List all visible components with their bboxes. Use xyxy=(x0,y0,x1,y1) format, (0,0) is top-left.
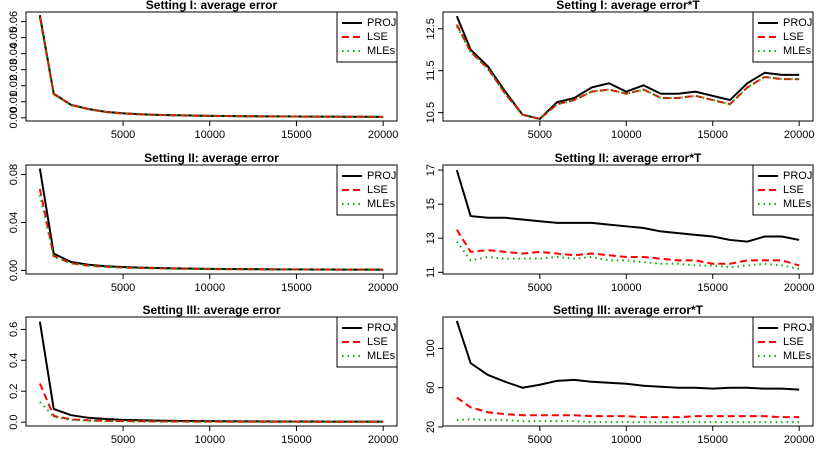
x-tick-label: 5000 xyxy=(528,282,552,294)
legend-label: LSE xyxy=(783,336,804,348)
x-tick-label: 20000 xyxy=(784,434,815,446)
x-tick-label: 20000 xyxy=(368,434,399,446)
chart-title: Setting II: average error xyxy=(144,151,279,165)
y-tick-label: 60 xyxy=(425,382,437,394)
y-tick-label: 17 xyxy=(425,164,437,176)
series-line xyxy=(455,15,800,121)
y-tick-label: 0.00 xyxy=(8,260,20,281)
y-tick-label: 0.01 xyxy=(8,91,20,112)
x-tick-label: 20000 xyxy=(784,129,815,141)
y-tick-label: 0.06 xyxy=(8,11,20,32)
x-tick-label: 10000 xyxy=(194,434,225,446)
x-tick-label: 15000 xyxy=(697,129,728,141)
chart-title: Setting III: average error*T xyxy=(553,303,704,317)
y-tick-label: 0.04 xyxy=(8,43,20,64)
series-line xyxy=(38,194,384,271)
y-tick-label: 12.5 xyxy=(425,18,437,39)
plot-box xyxy=(442,164,814,275)
series-line xyxy=(455,229,800,267)
series-line xyxy=(455,26,800,120)
y-tick-label: 11 xyxy=(425,267,437,278)
series-line xyxy=(38,383,384,423)
x-tick-label: 10000 xyxy=(611,434,642,446)
plot-box xyxy=(442,11,814,122)
series-line xyxy=(455,320,800,391)
legend-label: MLEs xyxy=(367,198,396,210)
series-line xyxy=(38,18,384,118)
y-tick-label: 0.0 xyxy=(8,414,20,429)
legend-label: PROJ xyxy=(367,17,396,29)
plot-box xyxy=(25,164,398,275)
series-line xyxy=(456,418,800,424)
y-tick-label: 0.05 xyxy=(8,27,20,48)
x-tick-label: 10000 xyxy=(611,129,642,141)
legend-label: MLEs xyxy=(367,45,396,57)
legend-label: LSE xyxy=(367,184,388,196)
legend-label: MLEs xyxy=(367,350,396,362)
series-line xyxy=(38,168,384,271)
y-tick-label: 0.6 xyxy=(8,322,20,337)
y-tick-label: 20 xyxy=(425,421,437,433)
legend-label: MLEs xyxy=(783,45,812,57)
series-line xyxy=(456,241,800,270)
chart-title: Setting I: average error xyxy=(146,0,278,12)
plot-box xyxy=(442,316,814,427)
x-tick-label: 15000 xyxy=(281,282,312,294)
x-tick-label: 5000 xyxy=(528,129,552,141)
series-line xyxy=(38,15,384,118)
y-tick-label: 15 xyxy=(425,198,437,210)
y-tick-label: 100 xyxy=(425,339,437,357)
y-tick-label: 11.5 xyxy=(425,60,437,81)
x-tick-label: 5000 xyxy=(111,434,135,446)
series-line xyxy=(456,396,800,419)
y-tick-label: 0.2 xyxy=(8,384,20,399)
x-tick-label: 20000 xyxy=(784,282,815,294)
x-tick-label: 10000 xyxy=(611,282,642,294)
legend-label: PROJ xyxy=(367,322,396,334)
legend-label: PROJ xyxy=(367,170,396,182)
y-tick-label: 0.04 xyxy=(8,212,20,233)
series-line xyxy=(39,401,384,423)
legend-label: LSE xyxy=(367,336,388,348)
x-tick-label: 10000 xyxy=(194,129,225,141)
legend-label: MLEs xyxy=(783,350,812,362)
plot-box xyxy=(25,11,398,122)
y-tick-label: 0.02 xyxy=(8,75,20,96)
y-tick-label: 0.08 xyxy=(8,164,20,185)
y-tick-label: 0.03 xyxy=(8,59,20,80)
x-tick-label: 15000 xyxy=(281,434,312,446)
y-tick-label: 10.5 xyxy=(425,102,437,123)
series-line xyxy=(455,24,800,120)
x-tick-label: 15000 xyxy=(697,282,728,294)
x-tick-label: 10000 xyxy=(194,282,225,294)
legend-label: LSE xyxy=(783,184,804,196)
y-tick-label: 13 xyxy=(425,232,437,244)
x-tick-label: 15000 xyxy=(697,434,728,446)
legend-label: PROJ xyxy=(783,170,812,182)
x-tick-label: 20000 xyxy=(368,129,399,141)
legend-label: PROJ xyxy=(783,322,812,334)
x-tick-label: 5000 xyxy=(528,434,552,446)
chart-title: Setting I: average error*T xyxy=(556,0,700,12)
series-line xyxy=(38,16,384,118)
x-tick-label: 5000 xyxy=(111,282,135,294)
legend-label: MLEs xyxy=(783,198,812,210)
y-tick-label: 0.4 xyxy=(8,353,20,368)
series-line xyxy=(455,169,800,243)
legend-label: PROJ xyxy=(783,17,812,29)
x-tick-label: 5000 xyxy=(111,129,135,141)
x-tick-label: 20000 xyxy=(368,282,399,294)
legend-label: LSE xyxy=(367,31,388,43)
chart-title: Setting II: average error*T xyxy=(555,151,702,165)
series-line xyxy=(38,188,384,271)
y-tick-label: 0.00 xyxy=(8,107,20,128)
x-tick-label: 15000 xyxy=(281,129,312,141)
plot-box xyxy=(25,316,398,427)
legend-label: LSE xyxy=(783,31,804,43)
series-line xyxy=(38,321,384,423)
chart-title: Setting III: average error xyxy=(142,303,280,317)
